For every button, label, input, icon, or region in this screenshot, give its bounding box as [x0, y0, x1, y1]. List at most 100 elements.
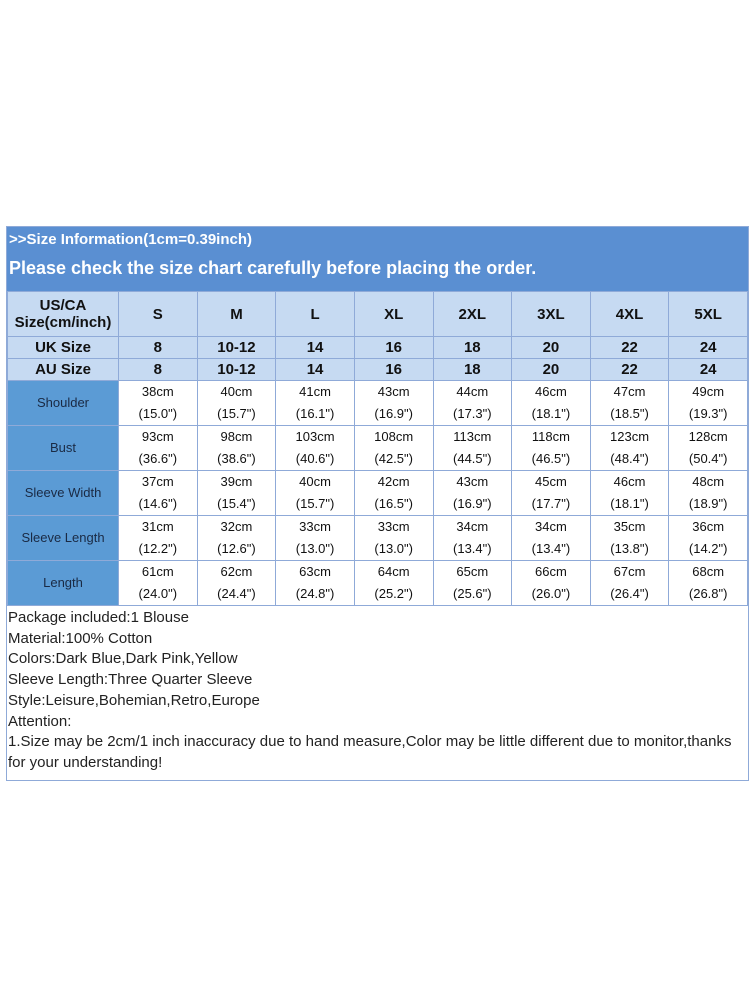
inch-value: (44.5") — [453, 451, 492, 466]
measurement-row: Length 61cm (24.0") 62cm (24.4") 63cm (24.8") 6… — [7, 560, 748, 606]
uk-size-label: UK Size — [7, 336, 119, 359]
cm-value: 36cm — [692, 519, 725, 534]
measurement-row: Sleeve Width 37cm (14.6") 39cm (15.4") 40cm (1… — [7, 470, 748, 516]
cm-value: 37cm — [141, 474, 174, 489]
inch-value: (25.2") — [374, 586, 413, 601]
au-size-value: 18 — [432, 358, 513, 381]
measurement-cell: 42cm (16.5") — [353, 470, 434, 516]
uk-size-value: 10-12 — [196, 336, 277, 359]
size-column-header: 4XL — [589, 291, 670, 337]
au-size-label: AU Size — [7, 358, 119, 381]
uk-size-value: 8 — [118, 336, 198, 359]
measurement-label: Sleeve Width — [7, 470, 119, 516]
cm-value: 43cm — [456, 474, 489, 489]
inch-value: (16.9") — [374, 406, 413, 421]
cm-value: 93cm — [141, 429, 174, 444]
cm-value: 47cm — [613, 384, 646, 399]
uk-size-value: 18 — [432, 336, 513, 359]
measurement-cell: 36cm (14.2") — [668, 515, 748, 561]
inch-value: (24.8") — [295, 586, 335, 601]
cm-value: 40cm — [299, 474, 331, 489]
cm-value: 98cm — [220, 429, 253, 444]
measurement-cell: 68cm (26.8") — [668, 560, 748, 606]
measurement-cell: 128cm (50.4") — [668, 425, 748, 471]
measurement-label: Shoulder — [7, 380, 119, 426]
inch-value: (18.5") — [610, 406, 649, 421]
measurement-cell: 35cm (13.8") — [589, 515, 670, 561]
cm-value: 46cm — [613, 474, 646, 489]
measurement-cell: 63cm (24.8") — [275, 560, 355, 606]
inch-value: (15.7") — [295, 496, 335, 511]
size-info-title: >>Size Information(1cm=0.39inch) — [9, 231, 252, 248]
cm-value: 48cm — [692, 474, 725, 489]
measurement-cell: 62cm (24.4") — [196, 560, 277, 606]
measurement-row: Sleeve Length 31cm (12.2") 32cm (12.6") 33cm (… — [7, 515, 748, 561]
size-header-row: US/CA Size(cm/inch) S M L XL 2XL 3XL 4XL 5XL — [7, 291, 748, 337]
cm-value: 44cm — [456, 384, 489, 399]
measurement-cell: 33cm (13.0") — [353, 515, 434, 561]
measurement-cell: 108cm (42.5") — [353, 425, 434, 471]
inch-value: (13.0") — [295, 541, 335, 556]
uk-size-value: 20 — [511, 336, 591, 359]
measurement-cell: 93cm (36.6") — [118, 425, 198, 471]
measurement-row: Bust 93cm (36.6") 98cm (38.6") 103cm (40.6") 10… — [7, 425, 748, 471]
measurement-cell: 33cm (13.0") — [275, 515, 355, 561]
inch-value: (38.6") — [217, 451, 256, 466]
cm-value: 62cm — [220, 564, 253, 579]
measurement-cell: 38cm (15.0") — [118, 380, 198, 426]
au-size-value: 8 — [118, 358, 198, 381]
cm-value: 38cm — [141, 384, 174, 399]
measurement-row: Shoulder 38cm (15.0") 40cm (15.7") 41cm (16.1"… — [7, 380, 748, 426]
cm-value: 31cm — [141, 519, 174, 534]
au-size-value: 22 — [589, 358, 670, 381]
cm-value: 68cm — [692, 564, 725, 579]
header-band: >>Size Information(1cm=0.39inch) Please … — [7, 227, 748, 291]
cm-value: 34cm — [535, 519, 567, 534]
cm-value: 34cm — [456, 519, 489, 534]
inch-value: (24.4") — [217, 586, 256, 601]
inch-value: (18.1") — [531, 406, 571, 421]
size-column-header: M — [196, 291, 277, 337]
measurement-cell: 48cm (18.9") — [668, 470, 748, 516]
measurement-cell: 44cm (17.3") — [432, 380, 513, 426]
inch-value: (15.0") — [138, 406, 178, 421]
inch-value: (18.1") — [610, 496, 649, 511]
cm-value: 32cm — [220, 519, 253, 534]
cm-value: 49cm — [692, 384, 725, 399]
size-column-header: XL — [353, 291, 434, 337]
measurement-cell: 61cm (24.0") — [118, 560, 198, 606]
inch-value: (26.0") — [531, 586, 571, 601]
inch-value: (25.6") — [453, 586, 492, 601]
cm-value: 35cm — [613, 519, 646, 534]
inch-value: (18.9") — [688, 496, 728, 511]
note-line: Sleeve Length:Three Quarter Sleeve — [8, 671, 253, 689]
measurement-cell: 43cm (16.9") — [353, 380, 434, 426]
measurement-label: Length — [7, 560, 119, 606]
note-line: 1.Size may be 2cm/1 inch inaccuracy due … — [8, 733, 732, 771]
inch-value: (13.4") — [453, 541, 492, 556]
size-column-header: 5XL — [668, 291, 748, 337]
note-line: Package included:1 Blouse — [8, 609, 189, 626]
size-table: US/CA Size(cm/inch) S M L XL 2XL 3XL 4XL 5XL UK S… — [7, 291, 748, 606]
measurement-cell: 47cm (18.5") — [589, 380, 670, 426]
size-chart: >>Size Information(1cm=0.39inch) Please … — [6, 226, 749, 781]
cm-value: 128cm — [688, 429, 728, 444]
measurement-cell: 40cm (15.7") — [275, 470, 355, 516]
measurement-cell: 98cm (38.6") — [196, 425, 277, 471]
measurement-cell: 67cm (26.4") — [589, 560, 670, 606]
cm-value: 66cm — [535, 564, 567, 579]
uk-size-row: UK Size 8 10-12 14 16 18 20 22 24 — [7, 336, 748, 359]
measurement-cell: 31cm (12.2") — [118, 515, 198, 561]
cm-value: 67cm — [613, 564, 646, 579]
inch-value: (13.0") — [374, 541, 413, 556]
measurement-cell: 65cm (25.6") — [432, 560, 513, 606]
cm-value: 46cm — [535, 384, 567, 399]
inch-value: (16.1") — [295, 406, 335, 421]
cm-value: 123cm — [610, 429, 650, 444]
cm-value: 63cm — [299, 564, 331, 579]
product-notes: Package included:1 Blouse Material:100% C… — [7, 606, 748, 780]
inch-value: (36.6") — [138, 451, 178, 466]
inch-value: (17.3") — [453, 406, 492, 421]
au-size-value: 10-12 — [196, 358, 277, 381]
inch-value: (50.4") — [688, 451, 728, 466]
